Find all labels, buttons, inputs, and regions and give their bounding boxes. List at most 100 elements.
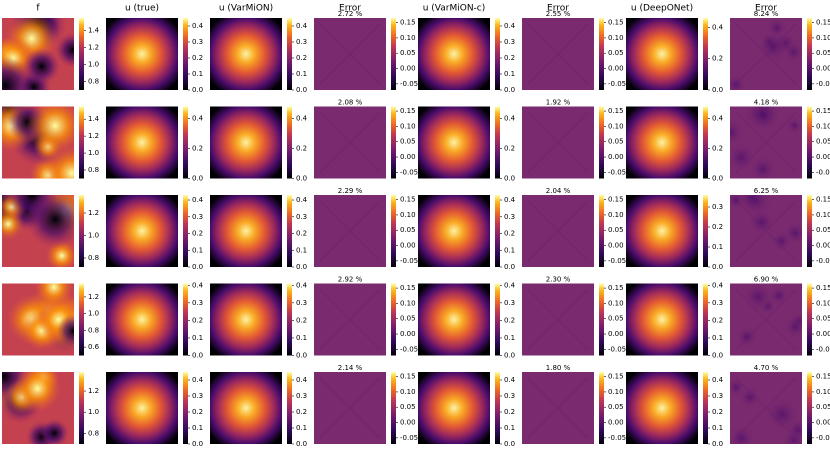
error-label: 4.18 % <box>754 99 779 107</box>
colorbar-tick-label: 0.2 <box>712 408 723 416</box>
colorbar <box>807 283 812 356</box>
colorbar-tick-label: 0.05 <box>400 315 416 323</box>
colorbar-tick-label: 0.15 <box>816 19 830 27</box>
colorbar-tick-label: 0.0 <box>504 440 515 448</box>
colorbar <box>183 18 188 90</box>
colorbar-tick-label: 1.0 <box>88 149 99 157</box>
colorbar-tick-label: 0.00 <box>400 242 416 250</box>
heatmap <box>522 18 594 90</box>
colorbar-tick-label: -0.05 <box>400 434 418 442</box>
colorbar-tick-label: 0.2 <box>712 223 723 231</box>
colorbar-tick-label: 0.00 <box>400 65 416 73</box>
column-title: f <box>36 4 40 14</box>
colorbar-tick-label: 0.2 <box>192 145 203 153</box>
column-title: u (true) <box>125 4 159 14</box>
colorbar <box>599 283 604 356</box>
colorbar-tick-label: 0.0 <box>712 263 723 271</box>
colorbar-tick-label: 1.0 <box>88 61 99 69</box>
heatmap <box>106 195 178 267</box>
heatmap <box>2 283 74 356</box>
colorbar-tick-label: 0.1 <box>192 246 203 254</box>
error-label: 8.24 % <box>754 10 779 18</box>
error-pattern <box>319 111 381 174</box>
colorbar-tick-label: 0.2 <box>192 316 203 324</box>
colorbar-tick-label: 1.0 <box>88 408 99 416</box>
colorbar-tick-label: 0.2 <box>504 230 515 238</box>
colorbar-tick-label: 0.3 <box>192 392 203 400</box>
colorbar <box>79 195 84 267</box>
colorbar-tick-label: 0.4 <box>712 115 724 123</box>
colorbar-tick-label: 0.0 <box>192 440 203 448</box>
solution-field <box>626 106 698 179</box>
colorbar <box>183 106 188 179</box>
colorbar-tick-label: 0.3 <box>712 299 723 307</box>
colorbar <box>807 372 812 444</box>
colorbar-tick-label: 0.05 <box>816 138 830 146</box>
error-blot <box>737 195 766 212</box>
column-title: u (DeepONet) <box>631 4 693 14</box>
solution-field <box>210 372 282 444</box>
colorbar-tick-label: 0.4 <box>192 22 204 30</box>
field-blob <box>43 145 74 179</box>
colorbar <box>287 372 292 444</box>
error-label: 2.08 % <box>338 99 363 107</box>
colorbar <box>79 283 84 356</box>
colorbar-tick-label: 0.3 <box>504 38 515 46</box>
colorbar-tick-label: 0.4 <box>504 115 516 123</box>
colorbar-tick-label: 0.15 <box>400 19 416 27</box>
error-pattern <box>319 288 381 351</box>
heatmap <box>106 106 178 179</box>
colorbar-tick-label: 0.4 <box>296 115 308 123</box>
colorbar-tick-label: -0.05 <box>400 80 418 88</box>
colorbar <box>599 372 604 444</box>
colorbar-tick-label: 0.3 <box>192 213 203 221</box>
heatmap <box>418 106 490 179</box>
colorbar <box>495 372 500 444</box>
field-blob <box>13 372 62 413</box>
solution-field <box>418 18 490 90</box>
colorbar-tick-label: 0.00 <box>608 153 624 161</box>
heatmap <box>210 18 282 90</box>
field-blob <box>26 195 74 249</box>
colorbar-tick-label: 0.15 <box>608 196 624 204</box>
colorbar-tick-label: 0.8 <box>88 326 99 334</box>
colorbar-tick-label: 0.0 <box>192 263 203 271</box>
colorbar-tick-label: 0.10 <box>400 211 416 219</box>
colorbar-tick-label: 1.4 <box>88 27 100 35</box>
heatmap <box>314 372 386 444</box>
solution-field <box>106 283 178 356</box>
colorbar-tick-label: 0.10 <box>816 388 830 396</box>
error-blot <box>730 74 747 90</box>
colorbar-tick-label: 0.00 <box>608 242 624 250</box>
error-label: 2.72 % <box>338 10 363 18</box>
colorbar-tick-label: 0.2 <box>504 316 515 324</box>
error-pattern <box>527 200 589 262</box>
colorbar-tick-label: 1.4 <box>88 115 100 123</box>
heatmap <box>730 283 802 356</box>
colorbar-tick-label: 0.05 <box>608 403 624 411</box>
colorbar-tick-label: 0.10 <box>608 122 624 130</box>
heatmap <box>106 283 178 356</box>
heatmap <box>730 106 802 179</box>
colorbar <box>287 195 292 267</box>
heatmap <box>626 195 698 267</box>
colorbar-tick-label: 0.8 <box>88 166 99 174</box>
colorbar-tick-label: 0.3 <box>296 213 307 221</box>
colorbar-tick-label: 0.15 <box>400 196 416 204</box>
colorbar <box>287 283 292 356</box>
colorbar-tick-label: 0.4 <box>192 196 204 204</box>
solution-field <box>210 195 282 267</box>
colorbar-tick-label: 0.8 <box>88 78 99 86</box>
colorbar-tick-label: 1.2 <box>88 132 99 140</box>
colorbar-tick-label: 0.2 <box>712 55 723 63</box>
error-pattern <box>527 23 589 85</box>
field-blob <box>56 314 74 348</box>
colorbar-tick-label: 0.0 <box>192 175 203 183</box>
colorbar-tick-label: 0.4 <box>504 281 516 289</box>
error-label: 6.90 % <box>754 276 779 284</box>
error-label: 1.80 % <box>546 364 571 372</box>
colorbar-tick-label: 0.0 <box>712 86 723 94</box>
column-title: Error <box>755 4 777 14</box>
heatmap <box>730 195 802 267</box>
column-title: u (VarMiON) <box>219 4 273 14</box>
